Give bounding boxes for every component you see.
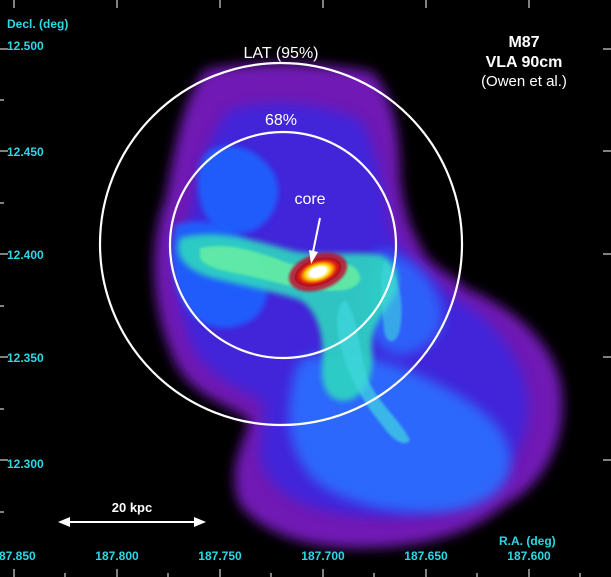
y-tick-label: 12.300 [7, 457, 44, 471]
filament-east [381, 260, 402, 342]
x-tick-label: 187.650 [404, 549, 448, 563]
instrument-title: VLA 90cm [486, 54, 563, 71]
y-tick-label: 12.450 [7, 145, 44, 159]
core-arrow [309, 217, 321, 264]
lat-68-circle [168, 130, 398, 360]
object-title: M87 [508, 34, 539, 51]
radio-emission [154, 63, 563, 548]
y-tick-label: 12.400 [7, 248, 44, 262]
lobe-blue-north [197, 146, 279, 235]
core-emission [294, 257, 342, 287]
x-tick-label: 187.850 [0, 549, 36, 563]
x-tick-label: 187.750 [198, 549, 242, 563]
x-tick-label: 187.600 [507, 549, 551, 563]
lat-95-circle [98, 61, 464, 427]
x-axis-title: R.A. (deg) [499, 534, 556, 548]
core-label: core [294, 191, 325, 208]
scale-bar-label: 20 kpc [112, 500, 152, 515]
y-tick-label: 12.500 [7, 39, 44, 53]
scale-bar [58, 517, 206, 527]
lat-95-label: LAT (95%) [244, 45, 319, 62]
credit-label: (Owen et al.) [481, 73, 567, 90]
y-axis-title: Decl. (deg) [7, 17, 68, 31]
filament-south [337, 300, 410, 444]
lat-68-label: 68% [265, 112, 297, 129]
x-tick-label: 187.700 [301, 549, 345, 563]
y-tick-label: 12.350 [7, 351, 44, 365]
x-tick-label: 187.800 [95, 549, 139, 563]
